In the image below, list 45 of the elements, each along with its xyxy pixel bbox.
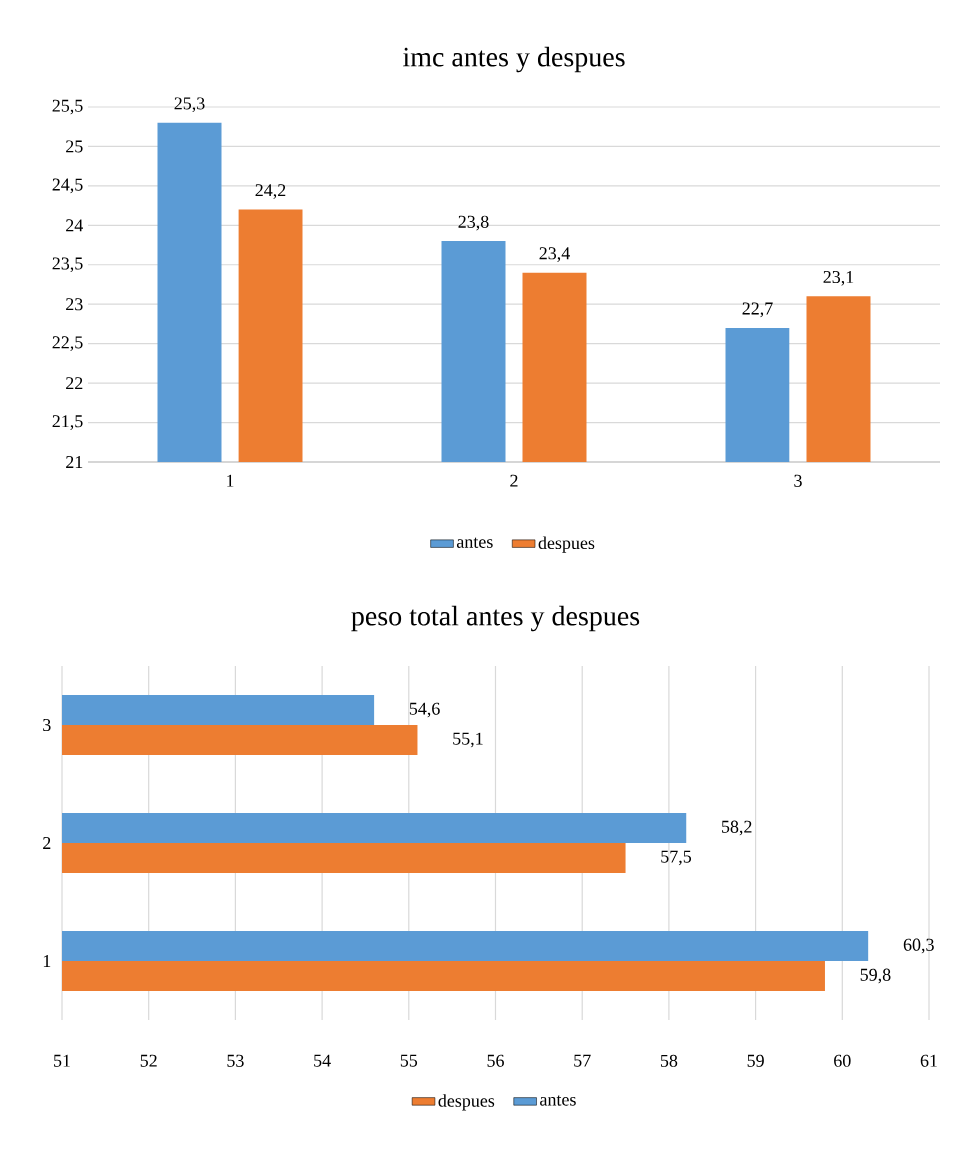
x-tick-label: 2 bbox=[510, 474, 518, 487]
x-tick-label: 60 bbox=[834, 1054, 851, 1067]
data-label: 59,8 bbox=[860, 968, 891, 984]
y-tick-label: 21,5 bbox=[52, 415, 83, 430]
data-label: 55,1 bbox=[453, 732, 483, 748]
x-tick-label: 61 bbox=[920, 1054, 937, 1067]
x-tick-label: 1 bbox=[227, 474, 234, 487]
x-tick-label: 57 bbox=[574, 1054, 591, 1067]
y-tick-label: 2 bbox=[43, 837, 51, 849]
y-tick-label: 22 bbox=[66, 377, 83, 390]
y-tick-label: 21 bbox=[66, 456, 83, 468]
y-tick-label: 24 bbox=[66, 219, 84, 232]
y-tick-label: 23 bbox=[66, 298, 83, 311]
data-label: 23,1 bbox=[823, 270, 854, 286]
y-tick-label: 24,5 bbox=[52, 178, 83, 194]
data-label: 57,5 bbox=[661, 850, 692, 866]
x-tick-label: 59 bbox=[747, 1054, 764, 1067]
y-tick-label: 1 bbox=[43, 955, 51, 967]
y-tick-label: 23,5 bbox=[52, 257, 83, 273]
x-tick-label: 54 bbox=[314, 1054, 331, 1067]
x-tick-label: 55 bbox=[400, 1054, 418, 1067]
legend-label: despues bbox=[438, 1094, 495, 1111]
data-label: 58,2 bbox=[721, 820, 752, 836]
data-label: 25,3 bbox=[174, 97, 205, 113]
data-label: 22,7 bbox=[742, 302, 773, 318]
legend-label: antes bbox=[540, 1095, 576, 1106]
x-tick-label: 52 bbox=[140, 1054, 157, 1067]
data-label: 54,6 bbox=[409, 702, 440, 718]
x-tick-label: 51 bbox=[54, 1054, 70, 1067]
data-label: 23,4 bbox=[539, 247, 570, 262]
y-tick-label: 25,5 bbox=[52, 99, 83, 115]
data-label: 24,2 bbox=[255, 184, 286, 199]
x-tick-label: 53 bbox=[227, 1054, 244, 1067]
y-tick-label: 22,5 bbox=[52, 336, 83, 351]
chart-title: imc antes y despues bbox=[403, 46, 625, 73]
y-tick-label: 3 bbox=[43, 718, 51, 732]
data-label: 23,8 bbox=[458, 215, 489, 231]
legend-label: antes bbox=[456, 537, 493, 548]
data-label: 60,3 bbox=[903, 938, 934, 954]
legend-label: despues bbox=[538, 536, 595, 553]
y-tick-label: 25 bbox=[66, 140, 83, 153]
x-tick-label: 56 bbox=[487, 1054, 504, 1067]
x-tick-label: 3 bbox=[794, 474, 802, 487]
chart-title: peso total antes y despues bbox=[351, 605, 640, 632]
x-tick-label: 58 bbox=[660, 1054, 678, 1067]
